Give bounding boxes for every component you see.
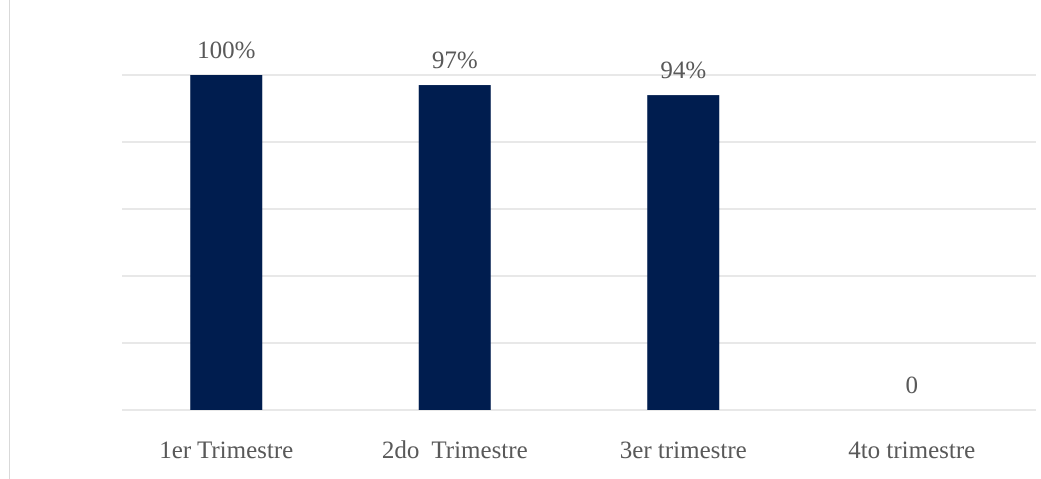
x-tick-label: 2do Trimestre <box>382 437 528 464</box>
bar <box>190 75 263 410</box>
chart-frame: 100% 97% 94% 0 1er Trimestre 2do Trimestre 3e… <box>9 0 1041 479</box>
bar <box>647 95 720 410</box>
x-tick-label: 4to trimestre <box>848 437 975 464</box>
data-label: 97% <box>432 47 478 74</box>
data-label: 94% <box>660 57 706 84</box>
data-labels: 100% 97% 94% 0 <box>197 37 918 399</box>
bar-chart: 100% 97% 94% 0 1er Trimestre 2do Trimestre 3e… <box>122 37 1036 464</box>
x-tick-label: 1er Trimestre <box>159 437 293 464</box>
bar <box>418 85 491 411</box>
bars <box>190 75 720 411</box>
data-label: 100% <box>197 37 255 64</box>
x-tick-label: 3er trimestre <box>620 437 747 464</box>
gridlines <box>122 74 1036 411</box>
x-axis-tick-labels: 1er Trimestre 2do Trimestre 3er trimestre 4… <box>159 437 975 464</box>
data-label: 0 <box>906 372 919 399</box>
